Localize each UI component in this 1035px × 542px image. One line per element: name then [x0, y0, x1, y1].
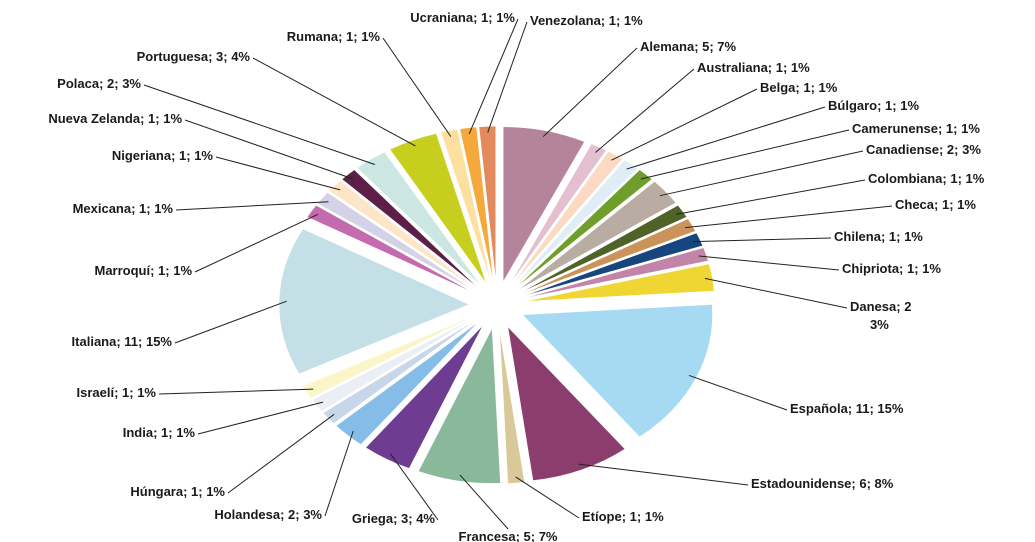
leader-line [595, 68, 695, 153]
pie-slice [518, 181, 677, 291]
data-label: Francesa; 5; 7% [459, 529, 558, 542]
data-label: Camerunense; 1; 1% [852, 121, 980, 136]
pie-slice [335, 322, 479, 445]
data-label: Polaca; 2; 3% [57, 76, 141, 91]
leader-line [704, 277, 848, 309]
data-label: Italiana; 11; 15% [72, 334, 173, 349]
data-label: Nigeriana; 1; 1% [112, 148, 214, 163]
data-label: Española; 11; 15% [790, 401, 904, 416]
data-label: Colombiana; 1; 1% [868, 171, 985, 186]
pie-slice [512, 151, 623, 286]
pie-slice [515, 169, 653, 288]
data-label: Búlgaro; 1; 1% [828, 98, 919, 113]
data-label: Canadiense; 2; 3% [866, 142, 981, 157]
data-label: Checa; 1; 1% [895, 197, 976, 212]
pie-slice [341, 169, 479, 288]
pie-slice [459, 126, 494, 282]
pie-slice [509, 143, 607, 285]
data-label: Húngara; 1; 1% [130, 484, 225, 499]
data-label: Etíope; 1; 1% [582, 509, 664, 524]
pie-slice [522, 232, 704, 297]
data-label: Danesa; 2 3% [850, 299, 911, 332]
pie-slice [356, 151, 481, 286]
leader-line [197, 401, 324, 435]
data-label: Portuguesa; 3; 4% [137, 49, 251, 64]
leader-line [640, 129, 850, 180]
leader-line [390, 453, 439, 521]
leader-line [578, 463, 749, 486]
pie-slice [502, 126, 585, 283]
data-label: Mexicana; 1; 1% [73, 201, 174, 216]
leader-line [515, 476, 580, 519]
data-label: Estadounidense; 6; 8% [751, 476, 894, 491]
pie-slice [302, 316, 473, 399]
leader-line [675, 179, 866, 215]
leader-line [542, 47, 638, 137]
pie-slice [521, 218, 696, 295]
data-label: Rumana; 1; 1% [287, 29, 381, 44]
leader-line [252, 57, 416, 147]
leader-line [324, 430, 354, 517]
leader-line [611, 88, 758, 161]
pie-slice [524, 263, 715, 302]
pie-slice [328, 180, 477, 290]
data-label: Holandesa; 2; 3% [214, 507, 322, 522]
leader-line [692, 237, 832, 243]
leader-line [175, 201, 329, 211]
leader-line [688, 374, 788, 411]
pie-slice [365, 325, 484, 469]
leader-line [487, 21, 528, 133]
pie-slice [440, 128, 492, 282]
data-label: Israelí; 1; 1% [77, 385, 157, 400]
leader-line [698, 255, 840, 271]
leader-line [194, 213, 319, 273]
pie-slice [514, 159, 639, 287]
leader-line [184, 119, 354, 180]
pie-slice [389, 133, 487, 284]
data-label: Ucraniana; 1; 1% [410, 10, 515, 25]
data-label: Griega; 3; 4% [352, 511, 436, 526]
leader-line [174, 300, 287, 344]
pie-slice [311, 318, 474, 412]
data-label: Nueva Zelanda; 1; 1% [48, 111, 182, 126]
leader-line [382, 37, 452, 137]
leader-line [227, 413, 335, 494]
leader-line [459, 474, 509, 530]
pie-slice [278, 228, 470, 375]
data-label: Australiana; 1; 1% [697, 60, 810, 75]
data-label: India; 1; 1% [123, 425, 196, 440]
pie-slice [418, 327, 501, 484]
data-label: Alemana; 5; 7% [640, 39, 737, 54]
leader-line [685, 205, 893, 229]
data-label: Belga; 1; 1% [760, 80, 838, 95]
pie-slice [523, 247, 709, 299]
data-label: Chipriota; 1; 1% [842, 261, 941, 276]
leader-line [626, 106, 826, 170]
data-label: Chilena; 1; 1% [834, 229, 923, 244]
leader-line [158, 388, 314, 395]
data-label: Venezolana; 1; 1% [530, 13, 643, 28]
leader-line [215, 156, 341, 191]
pie-slice [306, 204, 474, 293]
pie-slice [317, 192, 475, 291]
pie-slice [478, 125, 497, 282]
leader-line [468, 18, 519, 135]
leader-line [659, 150, 864, 197]
pie-slice [520, 204, 688, 293]
leader-line [143, 84, 376, 165]
data-label: Marroquí; 1; 1% [94, 263, 192, 278]
pie-slice [507, 326, 626, 481]
